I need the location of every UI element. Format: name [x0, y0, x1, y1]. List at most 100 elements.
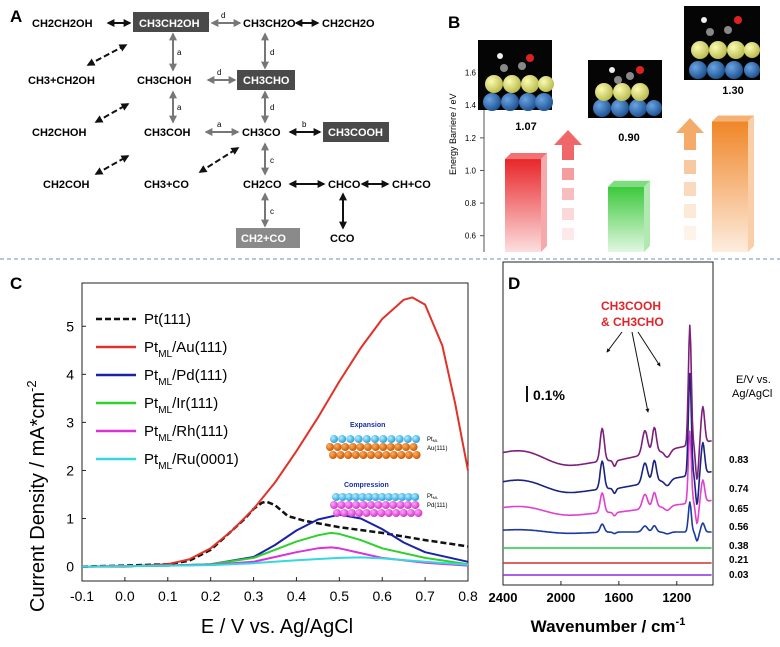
- species-ch3ch2o: CH3CH2O: [243, 18, 296, 30]
- panel-c-xtick-label-1: 0.0: [115, 588, 135, 604]
- panel-c-ytick-label-4: 4: [66, 366, 74, 382]
- annotation-arrow-1: [606, 331, 623, 353]
- species-cco: CCO: [330, 233, 355, 245]
- exp-top-atom-6: [379, 435, 388, 443]
- cmp-top-atom-9: [391, 493, 400, 501]
- panel-d-series-6: [502, 324, 712, 480]
- cmp-bot-1-atom-8: [389, 501, 398, 509]
- cmp-top-atom-3: [351, 493, 360, 501]
- cmp-bot-2-atom-9: [399, 509, 408, 517]
- species-ch3cooh: CH3COOH: [328, 127, 383, 139]
- panel-d-potential-label-6: 0.83: [729, 455, 749, 466]
- arrow-label-a3: a: [217, 120, 222, 129]
- exp-top-atom-1: [338, 435, 347, 443]
- panel-c-xtick-label-0: -0.1: [70, 588, 94, 604]
- exp-top-atom-8: [395, 435, 404, 443]
- panel-c-frame: [81, 282, 469, 582]
- panel-d-ticks: 2400 2000 1600 1200: [489, 581, 691, 605]
- inset-compression: Compression PtML Pd(111): [330, 482, 447, 517]
- exp-top-atom-10: [412, 435, 420, 443]
- arrow-label-d4: d: [270, 103, 274, 112]
- cmp-bot-2-atom-4: [362, 509, 371, 517]
- panel-d-potential-label-1: 0.21: [729, 555, 749, 566]
- cmp-bot-2-atom-3: [355, 509, 364, 517]
- cmp-bot-1-atom-5: [367, 501, 375, 509]
- inset-expansion-substrate: [326, 443, 421, 459]
- panel-c-legend-label-2: PtML/Pd(111): [144, 367, 227, 388]
- species-ch2choh: CH2CHOH: [32, 127, 86, 139]
- annotation-arrow-2: [631, 331, 650, 413]
- panel-c-xtick-label-6: 0.5: [330, 588, 350, 604]
- arrow-dash-4: [198, 147, 240, 173]
- panel-b-bar-top-0: [505, 153, 547, 160]
- arrow-label-d3: d: [217, 68, 221, 77]
- panel-c-legend-label-suffix-1: /Au(111): [172, 339, 227, 356]
- panel-b-tick-label-1: 0.8: [465, 199, 477, 208]
- cmp-bot-1-atom-11: [411, 501, 420, 509]
- panel-c-legend-label-main-5: Pt: [144, 451, 159, 468]
- exp-bot-1-atom-1: [333, 443, 342, 451]
- panel-c-series-5: [81, 556, 469, 568]
- exp-bot-2-atom-1: [336, 451, 345, 459]
- panel-b-tick-label-5: 1.6: [465, 69, 477, 78]
- species-ch3cho: CH3CHO: [243, 75, 290, 87]
- exp-bot-2-atom-8: [389, 451, 398, 459]
- panel-b-bar-side-1: [644, 180, 650, 252]
- cmp-top-atom-10: [398, 493, 406, 501]
- panel-c-legend-label-sub-3: ML: [158, 405, 172, 416]
- panel-c-legend-label-suffix-2: /Pd(111): [172, 367, 227, 384]
- panel-d-xtick-label-3: 1200: [662, 590, 691, 605]
- exp-bot-1-atom-10: [402, 443, 410, 451]
- cmp-bot-1-atom-9: [396, 501, 405, 509]
- panel-c-ytick-label-0: 0: [66, 559, 74, 575]
- panel-d-potential-label-4: 0.65: [729, 504, 749, 515]
- panel-c-legend-label-5: PtML/Ru(0001): [144, 451, 239, 472]
- panel-b-bars: 1.07 0.90 1.30: [505, 85, 754, 253]
- cmp-top-atom-0: [332, 493, 340, 501]
- panel-d-frame: [502, 261, 714, 586]
- panel-c-legend-label-main-1: Pt: [144, 339, 159, 356]
- panel-c-y-label: Current Density / mA*cm-2: [24, 380, 49, 612]
- exp-bot-1-atom-9: [394, 443, 403, 451]
- exp-top-atom-3: [354, 435, 363, 443]
- exp-top-atom-9: [403, 435, 412, 443]
- panel-label-b: B: [448, 13, 460, 32]
- exp-top-atom-2: [346, 435, 355, 443]
- panel-b-value-label-1: 0.90: [618, 132, 639, 144]
- arrow-dash-2: [94, 103, 130, 123]
- molecule-image-2: [588, 60, 662, 118]
- panel-b-value-label-0: 1.07: [515, 121, 536, 133]
- panel-label-c: C: [10, 274, 22, 293]
- panel-b-tick-label-2: 1.0: [465, 166, 477, 175]
- cmp-top-atom-8: [384, 493, 393, 501]
- inset-compression-title: Compression: [344, 482, 389, 489]
- panel-c-xtick-label-7: 0.6: [372, 588, 392, 604]
- cmp-bot-1-atom-10: [404, 501, 412, 509]
- panel-b-barrier-chart: B 0.6 0.8 1.0 1.2 1.4 1.6 Energy Barriere / e…: [448, 6, 760, 253]
- potential-header-line1: E/V vs.: [736, 374, 771, 386]
- cmp-bot-2-atom-10: [407, 509, 415, 517]
- species-ch2-co: CH2+CO: [241, 233, 286, 245]
- exp-bot-1-atom-2: [341, 443, 350, 451]
- cmp-top-atom-11: [404, 493, 413, 501]
- cmp-bot-1-atom-4: [359, 501, 368, 509]
- exp-bot-2-atom-3: [351, 451, 360, 459]
- panel-d-potential-label-5: 0.74: [729, 484, 749, 495]
- exp-bot-1-atom-5: [364, 443, 372, 451]
- cmp-bot-1-atom-6: [374, 501, 383, 509]
- species-ch2co: CH2CO: [243, 179, 282, 191]
- panel-b-bar-side-0: [541, 153, 547, 252]
- arrow-label-c2: c: [270, 207, 274, 216]
- panel-b-bar-top-2: [712, 115, 754, 122]
- panel-b-bar-0: [505, 159, 541, 252]
- inset-ml-2: ML: [433, 495, 439, 500]
- panel-d-series-4: [502, 430, 712, 525]
- panel-c-xtick-label-8: 0.7: [415, 588, 435, 604]
- arrow-label-c1: c: [270, 156, 274, 165]
- inset-compression-ptml: PtML: [427, 494, 439, 500]
- exp-bot-1-atom-6: [371, 443, 380, 451]
- panel-c-ytick-label-1: 1: [66, 511, 74, 527]
- panel-c-xtick-label-9: 0.8: [458, 588, 478, 604]
- inset-expansion-title: Expansion: [350, 422, 385, 429]
